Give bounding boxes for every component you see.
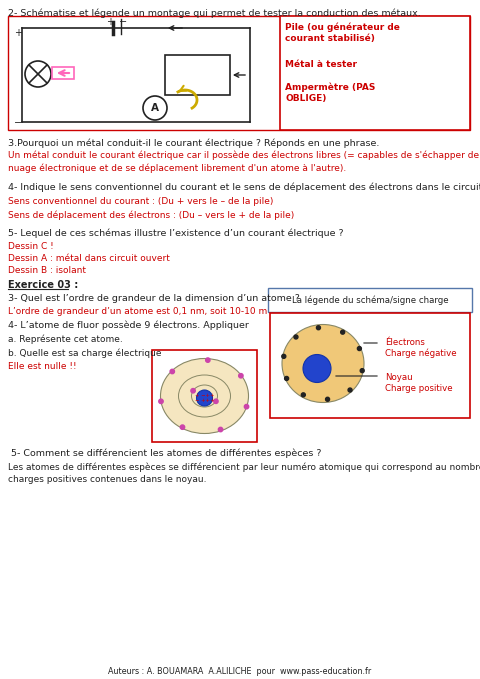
Text: +: + (106, 17, 114, 27)
Circle shape (159, 399, 163, 403)
Text: b. Quelle est sa charge électrique: b. Quelle est sa charge électrique (8, 348, 161, 358)
FancyBboxPatch shape (52, 67, 74, 79)
Ellipse shape (282, 325, 364, 403)
Text: 4- L’atome de fluor possède 9 électrons. Appliquer: 4- L’atome de fluor possède 9 électrons.… (8, 321, 249, 331)
Text: Un métal conduit le courant électrique car il possède des électrons libres (= ca: Un métal conduit le courant électrique c… (8, 151, 480, 173)
Text: Dessin B : isolant: Dessin B : isolant (8, 266, 86, 275)
Circle shape (341, 330, 345, 334)
Text: 2- Schématise et légende un montage qui permet de tester la conduction des métau: 2- Schématise et légende un montage qui … (8, 8, 421, 18)
Text: Électrons: Électrons (385, 338, 425, 347)
Circle shape (205, 358, 210, 363)
Text: L’ordre de grandeur d’un atome est 0,1 nm, soit 10-10 m: L’ordre de grandeur d’un atome est 0,1 n… (8, 307, 267, 316)
Circle shape (358, 346, 361, 350)
Circle shape (180, 425, 185, 429)
Text: 5- Comment se différencient les atomes de différentes espèces ?: 5- Comment se différencient les atomes d… (8, 448, 322, 458)
Text: Charge positive: Charge positive (385, 384, 453, 393)
Text: 3.Pourquoi un métal conduit-il le courant électrique ? Réponds en une phrase.: 3.Pourquoi un métal conduit-il le couran… (8, 138, 379, 147)
Text: 5- Lequel de ces schémas illustre l’existence d’un courant électrique ?: 5- Lequel de ces schémas illustre l’exis… (8, 229, 344, 238)
Text: Exercice 03 :: Exercice 03 : (8, 280, 78, 290)
Text: + −++
− +++: + −++ − +++ (195, 392, 214, 403)
Circle shape (191, 388, 195, 393)
Circle shape (285, 376, 288, 380)
Bar (280, 16, 470, 130)
Bar (152, 350, 257, 442)
Circle shape (218, 427, 223, 432)
Text: La légende du schéma/signe charge: La légende du schéma/signe charge (292, 295, 448, 305)
Ellipse shape (160, 359, 249, 433)
Text: Les atomes de différentes espèces se différencient par leur numéro atomique qui : Les atomes de différentes espèces se dif… (8, 462, 480, 483)
Circle shape (348, 388, 352, 392)
Text: Métal à tester: Métal à tester (285, 60, 357, 69)
Text: −: − (119, 17, 127, 27)
Text: Charge négative: Charge négative (385, 348, 456, 358)
Circle shape (301, 393, 305, 397)
FancyBboxPatch shape (268, 288, 472, 312)
Text: Ampermètre (PAS
OBLIGE): Ampermètre (PAS OBLIGE) (285, 82, 375, 103)
Circle shape (316, 326, 321, 330)
Bar (8, 16, 470, 130)
Text: −: − (14, 118, 22, 128)
Circle shape (143, 96, 167, 120)
Text: Sens de déplacement des électrons : (Du – vers le + de la pile): Sens de déplacement des électrons : (Du … (8, 211, 294, 221)
Bar (165, 55, 230, 95)
Circle shape (303, 354, 331, 382)
Bar (270, 313, 470, 418)
Circle shape (360, 369, 364, 373)
Text: Pile (ou générateur de
courant stabilisé): Pile (ou générateur de courant stabilisé… (285, 22, 400, 43)
Circle shape (196, 390, 213, 406)
Text: 3- Quel est l’ordre de grandeur de la dimension d’un atome ?: 3- Quel est l’ordre de grandeur de la di… (8, 294, 300, 303)
Text: Dessin C !: Dessin C ! (8, 242, 54, 251)
Text: 4- Indique le sens conventionnel du courant et le sens de déplacement des électr: 4- Indique le sens conventionnel du cour… (8, 183, 480, 193)
Text: Sens conventionnel du courant : (Du + vers le – de la pile): Sens conventionnel du courant : (Du + ve… (8, 197, 274, 206)
Text: Dessin A : métal dans circuit ouvert: Dessin A : métal dans circuit ouvert (8, 254, 170, 263)
Circle shape (214, 399, 218, 403)
Text: Noyau: Noyau (385, 373, 413, 382)
Text: A: A (151, 103, 159, 113)
Circle shape (239, 373, 243, 378)
Text: +: + (14, 28, 22, 38)
Text: Auteurs : A. BOUAMARA  A.ALILICHE  pour  www.pass-education.fr: Auteurs : A. BOUAMARA A.ALILICHE pour ww… (108, 667, 372, 676)
Text: a. Représente cet atome.: a. Représente cet atome. (8, 334, 123, 344)
Circle shape (244, 405, 249, 409)
Circle shape (170, 369, 174, 373)
Circle shape (325, 397, 330, 401)
Circle shape (294, 335, 298, 339)
Text: Elle est nulle !!: Elle est nulle !! (8, 362, 77, 371)
Circle shape (282, 354, 286, 359)
